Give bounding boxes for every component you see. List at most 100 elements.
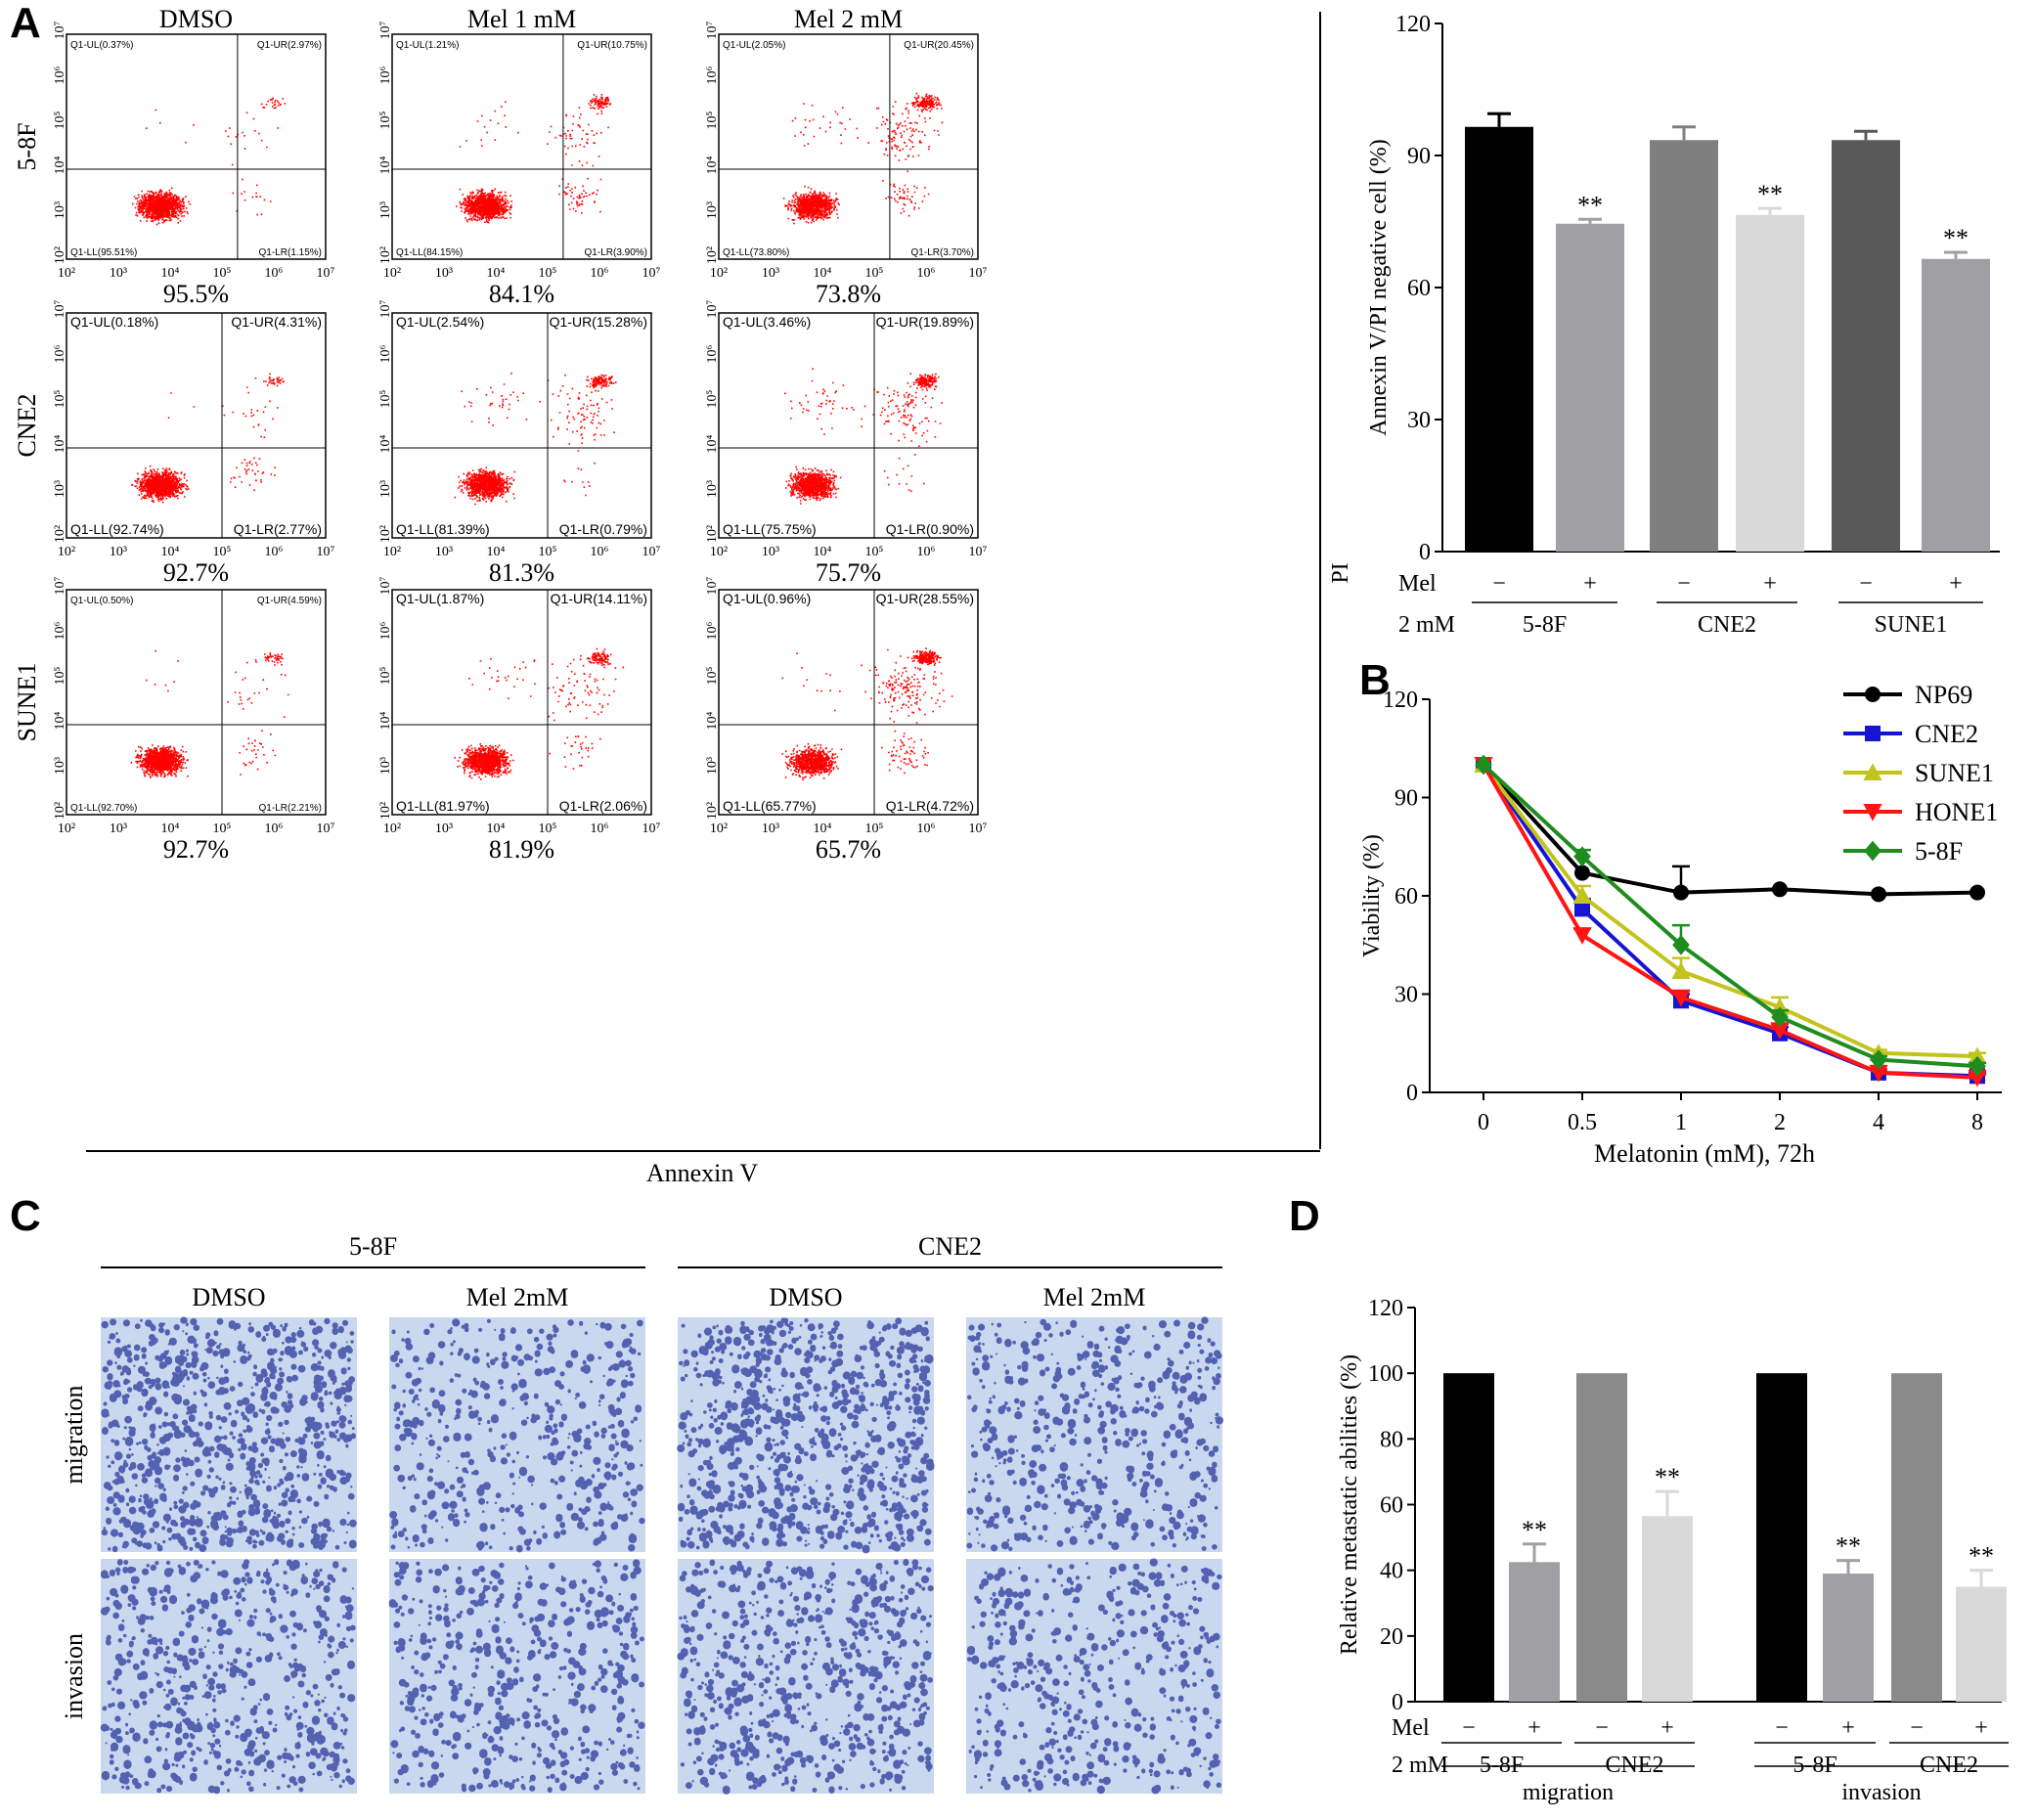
quadrant-ll-label: Q1-LL(75.75%) xyxy=(723,521,817,537)
flow-dot-cloud xyxy=(782,92,944,225)
data-point xyxy=(1475,754,1492,776)
quadrant-ul-label: Q1-UL(2.05%) xyxy=(723,40,785,51)
series-group xyxy=(1474,757,1987,1088)
y-axis-title: Annexin V/PI negative cell (%) xyxy=(1366,139,1392,435)
series-line xyxy=(1482,763,1978,1080)
y-tick-label: 120 xyxy=(1395,12,1431,37)
x-tick-label: 10³ xyxy=(110,821,127,836)
flow-row-label: CNE2 xyxy=(13,394,41,458)
flow-plot-frame xyxy=(718,312,979,539)
micrograph-group-label: 5-8F xyxy=(349,1232,397,1261)
y-tick-label: 10⁷ xyxy=(378,299,393,318)
treatment-sign: − xyxy=(1462,1715,1476,1741)
panel-letter-c: C xyxy=(10,1192,41,1240)
transwell-micrographs: 5-8F CNE2 DMSO Mel 2mM DMSO Mel 2mM migration i… xyxy=(60,1232,1224,1795)
micrograph-image xyxy=(100,1559,357,1795)
group-label: SUNE1 xyxy=(1875,612,1948,638)
y-tick-label: 10⁷ xyxy=(53,299,67,318)
y-tick-label: 10⁶ xyxy=(705,344,720,363)
quadrant-lr-label: Q1-LR(2.06%) xyxy=(559,798,647,814)
bar xyxy=(1891,1373,1942,1702)
x-tick-label: 10² xyxy=(383,545,401,559)
viable-percent-label: 81.9% xyxy=(489,835,554,864)
x-tick-label: 10⁶ xyxy=(265,545,284,559)
x-tick-label: 10⁵ xyxy=(865,266,884,281)
y-tick-label: 60 xyxy=(1380,1493,1403,1519)
data-point xyxy=(1770,1022,1790,1040)
micrograph-image xyxy=(966,1316,1224,1552)
treatment-row-label: Mel xyxy=(1392,1715,1430,1741)
x-tick-label: 10⁵ xyxy=(213,266,232,281)
y-tick-label: 10⁵ xyxy=(705,389,720,408)
quadrant-ul-label: Q1-UL(0.50%) xyxy=(70,596,133,606)
treatment-sign: + xyxy=(1949,571,1963,597)
x-tick-label: 10² xyxy=(383,821,401,836)
treatment-sign: + xyxy=(1527,1715,1541,1741)
flow-dot-cloud xyxy=(130,649,289,778)
x-tick-label: 10⁶ xyxy=(265,266,284,281)
bar xyxy=(1823,1574,1874,1702)
y-tick-label: 10⁶ xyxy=(378,344,393,363)
flow-column-title: Mel 1 mM xyxy=(467,5,576,33)
x-tick-label: 10⁶ xyxy=(591,545,609,559)
x-tick-label: 10² xyxy=(58,545,75,559)
significance-marker: ** xyxy=(1655,1463,1680,1491)
stained-cells xyxy=(966,1316,1224,1552)
y-tick-label: 10⁵ xyxy=(705,111,720,129)
y-tick-label: 10⁴ xyxy=(705,155,720,174)
y-tick-label: 10⁶ xyxy=(378,621,393,640)
y-tick-label: 10³ xyxy=(705,757,720,775)
flow-plot-frame xyxy=(391,589,652,816)
stained-cells xyxy=(677,1559,934,1795)
quadrant-ul-label: Q1-UL(3.46%) xyxy=(723,314,811,330)
quadrant-ll-label: Q1-LL(84.15%) xyxy=(396,247,463,258)
x-tick-label: 10⁷ xyxy=(642,821,661,836)
data-point xyxy=(1671,989,1691,1007)
quadrant-lr-label: Q1-LR(3.90%) xyxy=(585,247,647,258)
y-tick-label: 10² xyxy=(705,246,720,264)
annexin-v-label: Annexin V xyxy=(646,1159,759,1187)
x-tick-label: 2 xyxy=(1774,1110,1786,1135)
y-tick-label: 0 xyxy=(1392,1690,1403,1715)
data-point xyxy=(1969,1055,1986,1077)
y-tick-label: 10² xyxy=(705,802,720,820)
x-tick-label: 10² xyxy=(710,545,728,559)
y-tick-label: 0 xyxy=(1406,1081,1418,1106)
y-tick-label: 100 xyxy=(1368,1361,1403,1387)
treatment-row-label: Mel xyxy=(1398,571,1437,597)
y-tick-label: 10⁴ xyxy=(705,434,720,453)
x-tick-label: 10⁵ xyxy=(865,545,884,559)
y-tick-label: 30 xyxy=(1407,408,1431,433)
group-label: 5-8F xyxy=(1793,1753,1837,1778)
data-point xyxy=(1968,1046,1987,1065)
micrograph-column-title: Mel 2mM xyxy=(1043,1283,1146,1311)
y-axis-title: Relative metastatic abilities (%) xyxy=(1337,1354,1362,1655)
legend-label: SUNE1 xyxy=(1915,759,1994,787)
y-tick-label: 10³ xyxy=(378,757,393,775)
treatment-sign: + xyxy=(1583,571,1597,597)
group-label: CNE2 xyxy=(1698,612,1756,638)
quadrant-ur-label: Q1-UR(19.89%) xyxy=(876,314,974,330)
bar xyxy=(1956,1586,2007,1702)
data-point xyxy=(1573,846,1591,867)
y-tick-label: 90 xyxy=(1407,144,1431,169)
flow-plot-frame xyxy=(66,33,327,260)
treatment-sign: + xyxy=(1660,1715,1674,1741)
quadrant-ll-label: Q1-LL(81.39%) xyxy=(396,521,490,537)
x-tick-label: 10⁵ xyxy=(539,821,557,836)
y-tick-label: 10⁶ xyxy=(705,621,720,640)
x-tick-label: 10² xyxy=(58,821,75,836)
y-tick-label: 10³ xyxy=(53,757,67,775)
quadrant-lr-label: Q1-LR(0.79%) xyxy=(559,521,647,537)
significance-marker: ** xyxy=(1522,1516,1547,1544)
x-tick-label: 10³ xyxy=(762,545,779,559)
viability-line-chart: 0 30 60 90 120 0 0.5 1 2 4 8 Viability (%) Melatonin… xyxy=(1359,681,2002,1168)
x-tick-label: 10⁷ xyxy=(969,266,988,281)
quadrant-ul-label: Q1-UL(0.96%) xyxy=(723,591,811,606)
y-tick-label: 10⁶ xyxy=(53,621,67,640)
data-point xyxy=(1863,804,1882,821)
y-tick-label: 10⁵ xyxy=(53,111,67,129)
x-tick-label: 10⁴ xyxy=(487,821,506,836)
stained-cells xyxy=(388,1559,645,1794)
y-tick-label: 10² xyxy=(53,802,67,820)
